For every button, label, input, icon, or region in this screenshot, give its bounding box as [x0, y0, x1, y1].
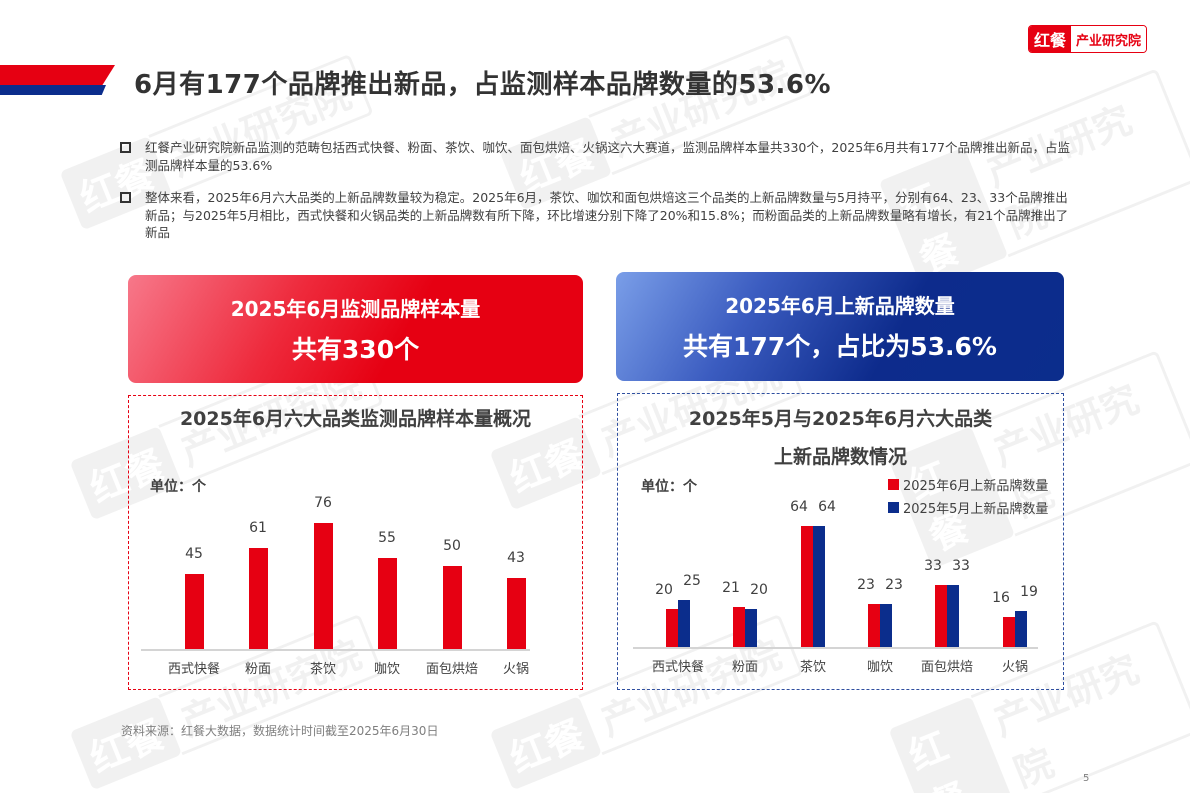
data-label: 25: [683, 572, 701, 589]
chart-unit: 单位：个: [150, 479, 206, 495]
page-number: 5: [1083, 773, 1090, 784]
x-axis: [141, 649, 530, 651]
new-brands-comparison-chart: 2025年5月与2025年6月六大品类 上新品牌数情况 单位：个 2025年6月…: [617, 393, 1064, 690]
category-label: 咖饮: [373, 662, 400, 677]
chart-title: 2025年6月六大品类监测品牌样本量概况: [179, 408, 532, 430]
kpi-new-value: 共有177个，占比为53.6%: [683, 332, 997, 361]
bar-may: [745, 609, 757, 647]
data-label: 50: [443, 538, 461, 554]
legend-swatch-red: [888, 479, 899, 490]
data-label: 64: [790, 499, 808, 516]
data-label: 19: [1020, 584, 1038, 601]
bar: [506, 577, 526, 649]
bar: [313, 522, 333, 649]
data-label: 76: [314, 494, 332, 511]
category-label: 面包烘焙: [920, 660, 973, 675]
sample-size-chart: 2025年6月六大品类监测品牌样本量概况 单位：个 45 西式快餐 61 粉面 76 茶饮…: [128, 395, 583, 690]
chart-unit: 单位：个: [641, 479, 697, 495]
legend-item-june: 2025年6月上新品牌数量: [888, 475, 1048, 494]
bar-june: [868, 603, 880, 647]
data-label: 55: [378, 529, 396, 546]
kpi-sample-value: 共有330个: [291, 334, 420, 364]
bar: [184, 574, 204, 649]
logo-mark: 红餐: [1029, 26, 1072, 52]
category-label: 西式快餐: [167, 662, 220, 677]
data-label: 33: [924, 557, 942, 574]
x-axis: [633, 647, 1038, 649]
logo-text: 产业研究院: [1071, 26, 1147, 52]
page-title: 6月有177个品牌推出新品，占监测样本品牌数量的53.6%: [134, 70, 832, 100]
data-label: 33: [952, 557, 970, 574]
data-label: 61: [249, 519, 267, 536]
data-label: 64: [818, 499, 836, 516]
bar-may: [1015, 611, 1027, 647]
category-label: 咖饮: [866, 660, 893, 675]
legend-item-may: 2025年5月上新品牌数量: [888, 498, 1048, 517]
category-label: 西式快餐: [651, 660, 704, 675]
bar-june: [1003, 616, 1015, 647]
category-label: 粉面: [244, 662, 271, 677]
data-label: 23: [857, 576, 875, 593]
chart-title-line1: 2025年5月与2025年6月六大品类: [688, 408, 993, 430]
kpi-sample-size: 2025年6月监测品牌样本量 共有330个: [128, 275, 583, 383]
legend-swatch-blue: [888, 502, 899, 513]
data-label: 45: [185, 546, 203, 563]
data-source-note: 资料来源：红餐大数据，数据统计时间截至2025年6月30日: [121, 724, 439, 738]
bar-may: [678, 599, 690, 647]
bar-may: [813, 526, 825, 647]
square-bullet-icon: [120, 142, 131, 153]
category-label: 茶饮: [309, 662, 336, 677]
data-label: 23: [885, 576, 903, 593]
bar-may: [880, 603, 892, 647]
bullet-item: 红餐产业研究院新品监测的范畴包括西式快餐、粉面、茶饮、咖饮、面包烘焙、火锅这六大…: [120, 139, 1080, 174]
category-label: 粉面: [731, 660, 758, 675]
data-label: 21: [722, 580, 740, 597]
category-label: 火锅: [1001, 660, 1028, 675]
square-bullet-icon: [120, 192, 131, 203]
category-label: 面包烘焙: [425, 662, 478, 677]
bar-june: [801, 526, 813, 647]
kpi-sample-label: 2025年6月监测品牌样本量: [230, 296, 481, 321]
data-label: 43: [507, 549, 525, 566]
data-label: 16: [992, 589, 1010, 606]
bar: [248, 547, 268, 649]
header-accent-stripe: [0, 65, 115, 95]
bar: [377, 557, 397, 649]
bar-june: [935, 584, 947, 647]
bar-june: [666, 609, 678, 647]
kpi-new-label: 2025年6月上新品牌数量: [725, 294, 955, 318]
bar: [442, 566, 462, 649]
brand-logo: 红餐 产业研究院: [1028, 25, 1148, 53]
category-label: 火锅: [502, 662, 529, 677]
summary-bullets: 红餐产业研究院新品监测的范畴包括西式快餐、粉面、茶饮、咖饮、面包烘焙、火锅这六大…: [120, 139, 1080, 257]
bullet-item: 整体来看，2025年6月六大品类的上新品牌数量较为稳定。2025年6月，茶饮、咖…: [120, 189, 1080, 242]
bar-june: [733, 607, 745, 647]
data-label: 20: [750, 582, 768, 599]
data-label: 20: [655, 582, 673, 599]
kpi-new-brands: 2025年6月上新品牌数量 共有177个，占比为53.6%: [616, 272, 1064, 381]
header-stripe-blue: [0, 85, 106, 95]
category-label: 茶饮: [799, 660, 826, 675]
chart-title-line2: 上新品牌数情况: [773, 446, 907, 468]
bar-may: [947, 584, 959, 647]
header-stripe-red: [0, 65, 115, 87]
